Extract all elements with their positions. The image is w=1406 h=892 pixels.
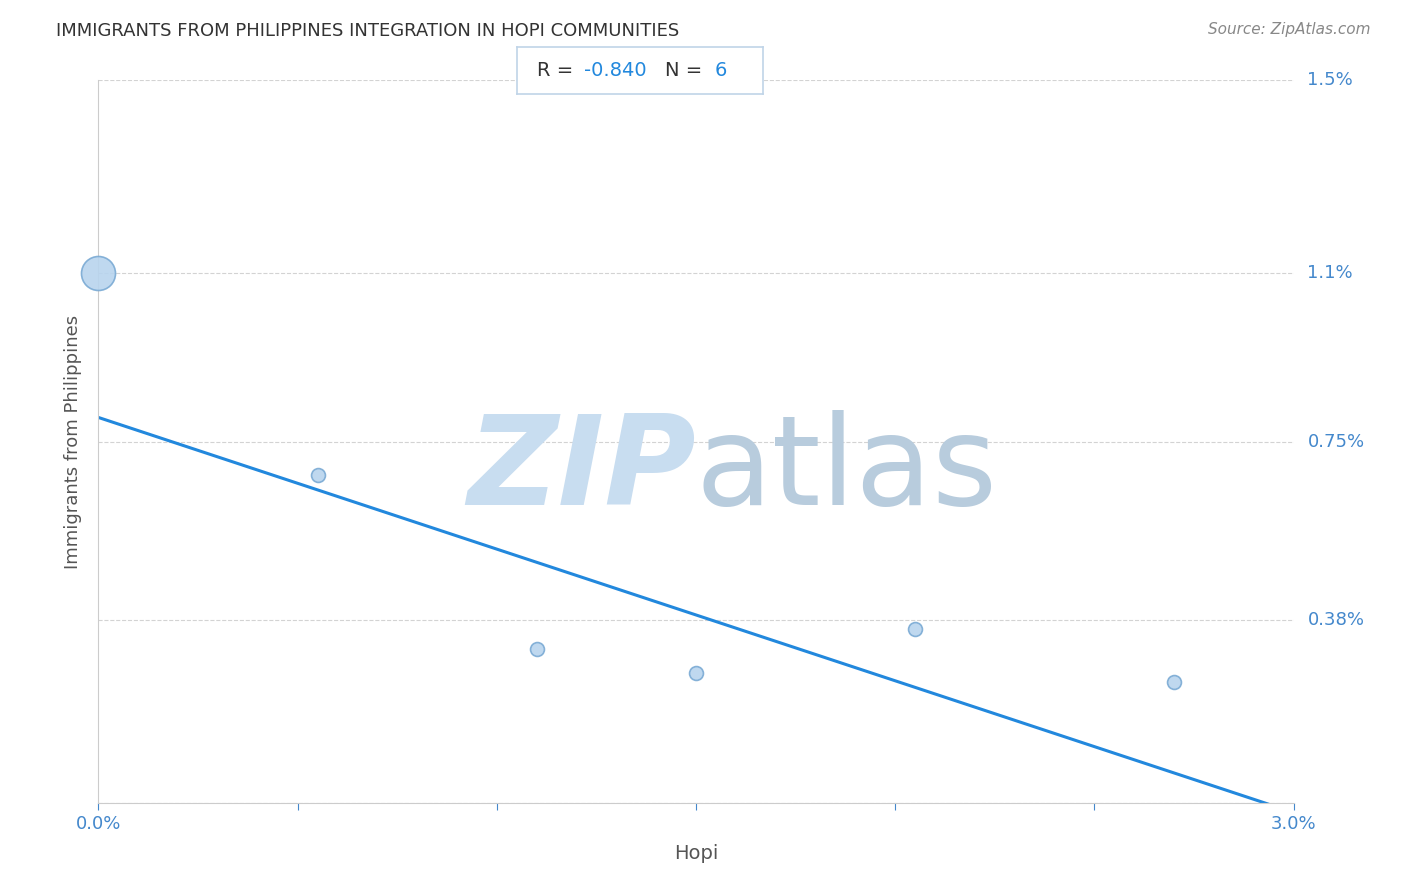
Text: 1.1%: 1.1% xyxy=(1308,264,1353,282)
Text: 1.5%: 1.5% xyxy=(1308,71,1353,89)
Text: 6: 6 xyxy=(714,61,727,80)
Point xyxy=(307,468,329,483)
Point xyxy=(1163,675,1185,690)
Text: atlas: atlas xyxy=(696,410,998,531)
Text: 0.75%: 0.75% xyxy=(1308,433,1365,450)
Text: 0.38%: 0.38% xyxy=(1308,611,1364,629)
Y-axis label: Immigrants from Philippines: Immigrants from Philippines xyxy=(65,315,83,568)
Text: ZIP: ZIP xyxy=(467,410,696,531)
Point xyxy=(685,665,707,680)
Point xyxy=(904,623,927,637)
Point xyxy=(87,266,110,280)
Text: Source: ZipAtlas.com: Source: ZipAtlas.com xyxy=(1208,22,1371,37)
Text: IMMIGRANTS FROM PHILIPPINES INTEGRATION IN HOPI COMMUNITIES: IMMIGRANTS FROM PHILIPPINES INTEGRATION … xyxy=(56,22,679,40)
Text: N =: N = xyxy=(665,61,709,80)
Text: R =: R = xyxy=(537,61,579,80)
Point xyxy=(526,641,548,656)
Text: -0.840: -0.840 xyxy=(583,61,647,80)
X-axis label: Hopi: Hopi xyxy=(673,844,718,863)
